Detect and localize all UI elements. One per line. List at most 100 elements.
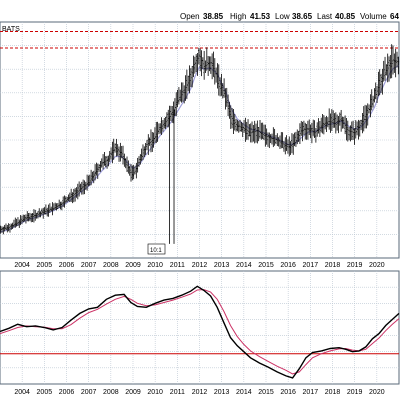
price-bar [26, 211, 29, 222]
year-tick-label: 2019 [347, 262, 363, 269]
price-bar [187, 75, 190, 92]
year-tick-label: 2006 [59, 262, 75, 269]
price-bar [200, 50, 203, 77]
price-bar [261, 122, 264, 139]
price-bar [255, 123, 257, 143]
price-bar [71, 192, 74, 204]
price-bar [288, 136, 291, 157]
price-bar [23, 214, 26, 222]
price-bar [366, 103, 369, 126]
price-bar [382, 60, 385, 82]
price-bar [268, 132, 271, 149]
price-bar [150, 129, 152, 153]
open-label: Open [180, 12, 200, 21]
price-bar [50, 206, 53, 212]
price-bar [229, 105, 232, 129]
price-bar [299, 123, 301, 144]
price-bar [239, 119, 241, 132]
price-bar [354, 120, 357, 139]
source-label: BATS [2, 26, 20, 33]
price-bar [376, 86, 378, 103]
price-bar [191, 65, 194, 88]
price-bar [118, 146, 120, 162]
price-bar [139, 154, 142, 165]
price-bar [243, 119, 245, 133]
price-bar [90, 169, 93, 186]
price-panel: BATS 10:1 [0, 21, 400, 259]
price-bar [318, 121, 321, 138]
price-bar [80, 181, 83, 195]
price-bar [5, 223, 7, 231]
price-bar [396, 51, 398, 68]
price-bar [158, 123, 160, 135]
price-bar [159, 123, 162, 134]
price-bar [75, 187, 78, 198]
price-bar [223, 78, 226, 98]
price-bar [248, 124, 251, 137]
price-bar [76, 183, 79, 200]
price-bar [67, 194, 70, 202]
price-bar [115, 138, 118, 157]
price-bar [10, 223, 13, 230]
price-bar [228, 101, 231, 119]
price-bar [193, 56, 196, 74]
price-bar [106, 155, 108, 169]
price-bar [245, 121, 248, 140]
price-bar [256, 120, 259, 144]
price-bar [184, 75, 187, 101]
price-bar [167, 109, 170, 128]
price-bar [291, 133, 293, 154]
price-bar [46, 207, 49, 217]
price-bar [217, 64, 220, 96]
price-bar [320, 117, 323, 133]
price-bar [176, 89, 179, 108]
price-bar [166, 112, 168, 128]
price-bar [380, 73, 382, 94]
split-annotation: 10:1 [147, 243, 166, 255]
price-bar [6, 224, 9, 233]
price-bar [203, 50, 206, 80]
price-bar [308, 119, 311, 136]
price-bar [221, 83, 224, 99]
price-bar [345, 118, 348, 141]
price-bar [111, 141, 114, 164]
price-bar [68, 192, 71, 203]
price-bar [170, 105, 172, 122]
year-tick-label: 2008 [103, 262, 119, 269]
price-bar [70, 188, 73, 202]
price-bar [360, 119, 362, 131]
price-bar [138, 156, 140, 167]
price-bar [95, 162, 98, 176]
price-bar [269, 134, 272, 144]
price-bar [280, 132, 283, 149]
year-tick-label: 2020 [369, 262, 385, 269]
year-tick-label: 2011 [170, 262, 185, 269]
price-bar [205, 47, 208, 72]
price-bar [216, 63, 219, 89]
price-bar [257, 126, 260, 142]
price-bar [82, 179, 85, 195]
price-bar [19, 215, 22, 226]
price-bar [330, 109, 333, 131]
price-bar [251, 121, 253, 143]
low-value: 38.65 [292, 12, 313, 21]
year-tick-label: 2009 [125, 389, 141, 396]
price-bar [72, 188, 75, 203]
price-bar [127, 160, 130, 174]
year-tick-label: 2018 [325, 262, 341, 269]
open-value: 38.85 [203, 12, 224, 21]
price-bar [0, 225, 2, 234]
year-tick-label: 2020 [369, 389, 385, 396]
price-bar [313, 120, 316, 139]
price-bar [7, 223, 10, 232]
price-bar [277, 136, 280, 147]
price-bar [328, 108, 331, 130]
price-bar [14, 217, 17, 228]
price-bar [64, 196, 67, 204]
year-tick-label: 2018 [325, 389, 341, 396]
price-bar [163, 118, 166, 129]
year-tick-label: 2010 [147, 389, 163, 396]
price-bar [110, 147, 112, 160]
price-bar [272, 127, 275, 148]
price-bar [116, 144, 119, 156]
